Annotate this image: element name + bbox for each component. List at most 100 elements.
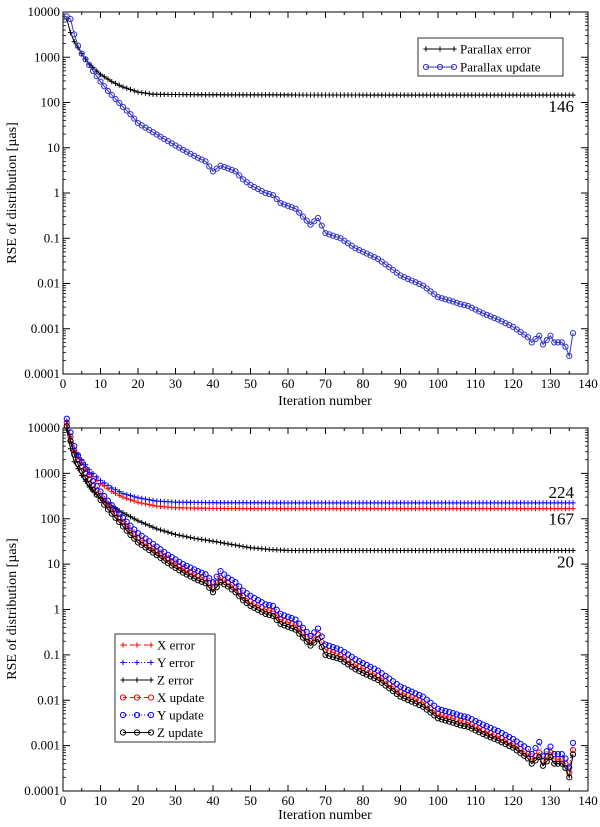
x-tick-label: 0	[60, 376, 67, 391]
data-point	[273, 616, 280, 624]
y-tick-label: 100	[41, 511, 61, 526]
data-point	[123, 523, 130, 530]
legend-item-y-error: Y error	[120, 655, 195, 670]
data-point	[487, 734, 494, 741]
series-y-error	[64, 418, 576, 506]
data-point	[281, 612, 288, 619]
legend-item-x-error: X error	[120, 638, 196, 653]
data-point	[536, 738, 543, 746]
x-tick-label: 100	[428, 376, 448, 391]
data-point	[532, 335, 539, 343]
series-z-update	[63, 423, 577, 781]
data-point	[119, 694, 127, 701]
data-point	[112, 514, 119, 521]
data-point	[558, 751, 565, 758]
data-point	[134, 677, 140, 683]
legend-box	[114, 633, 216, 743]
data-point	[112, 487, 119, 493]
data-point	[142, 521, 149, 527]
data-point	[322, 651, 329, 658]
data-point	[236, 543, 242, 549]
data-point	[416, 701, 423, 709]
data-point	[423, 696, 430, 703]
data-point	[299, 213, 307, 220]
data-point	[397, 683, 404, 690]
data-point	[423, 706, 430, 713]
data-point	[217, 539, 224, 546]
data-point	[292, 626, 299, 633]
x-tick-label: 130	[541, 376, 561, 391]
data-point	[464, 302, 472, 309]
data-point	[451, 46, 457, 52]
data-point	[422, 63, 430, 71]
legend-box	[417, 37, 564, 77]
data-point	[119, 523, 127, 530]
data-point	[543, 748, 550, 755]
data-point	[517, 740, 524, 748]
data-point	[457, 722, 464, 729]
data-point	[213, 584, 220, 591]
position-chart: 0 10 20 30 40 50 60 70 80 90 100 110 120 130 1400.0001…	[5, 415, 598, 823]
data-point	[491, 726, 498, 733]
x-tick-label: 90	[394, 793, 407, 808]
y-tick-label: 1000	[34, 465, 60, 480]
data-point	[179, 561, 187, 568]
data-point	[292, 616, 299, 623]
data-point	[412, 700, 419, 707]
data-point	[416, 280, 423, 287]
legend-item-y-update: Y update	[119, 708, 204, 723]
x-tick-label: 60	[282, 793, 295, 808]
plateau-label: 224	[549, 483, 575, 502]
data-point	[494, 737, 502, 744]
legend: X error Y error Z error X update Y update Z u…	[114, 633, 216, 743]
data-point	[198, 569, 205, 576]
data-point	[277, 610, 284, 617]
x-tick-label: 30	[169, 793, 182, 808]
data-point	[209, 589, 217, 596]
data-point	[371, 254, 378, 261]
data-point	[491, 735, 498, 742]
data-point	[423, 285, 430, 292]
data-point	[266, 190, 273, 198]
data-point	[502, 320, 509, 327]
data-point	[427, 699, 434, 706]
data-point	[570, 547, 576, 554]
data-point	[536, 753, 543, 761]
data-point	[243, 590, 250, 597]
data-point	[311, 629, 318, 636]
x-tick-label: 10	[94, 376, 107, 391]
data-point	[146, 501, 152, 508]
data-point	[457, 301, 464, 308]
data-point	[127, 514, 134, 520]
data-point	[86, 480, 93, 487]
y-tick-label: 10000	[28, 420, 61, 435]
data-point	[63, 419, 70, 426]
data-point	[169, 530, 175, 536]
data-point	[367, 673, 374, 680]
data-point	[397, 693, 404, 700]
data-point	[202, 571, 209, 578]
data-point	[266, 602, 273, 609]
data-point	[63, 415, 70, 422]
data-point	[127, 111, 134, 118]
data-point	[404, 686, 412, 694]
data-point	[116, 518, 123, 526]
x-tick-label: 140	[578, 793, 598, 808]
data-point	[120, 84, 126, 90]
data-point	[307, 642, 314, 649]
data-point	[284, 613, 292, 620]
data-point	[453, 299, 460, 306]
data-point	[119, 514, 127, 521]
x-tick-label: 40	[207, 376, 220, 391]
data-point	[104, 506, 112, 513]
data-point	[442, 296, 449, 303]
y-tick-label: 0.001	[31, 321, 60, 336]
data-point	[284, 202, 292, 209]
data-point	[154, 526, 160, 532]
data-point	[135, 499, 141, 505]
legend-item-x-update: X update	[119, 690, 205, 705]
data-point	[524, 755, 532, 762]
data-point	[431, 702, 438, 709]
data-point	[262, 189, 269, 197]
data-point	[131, 535, 138, 542]
